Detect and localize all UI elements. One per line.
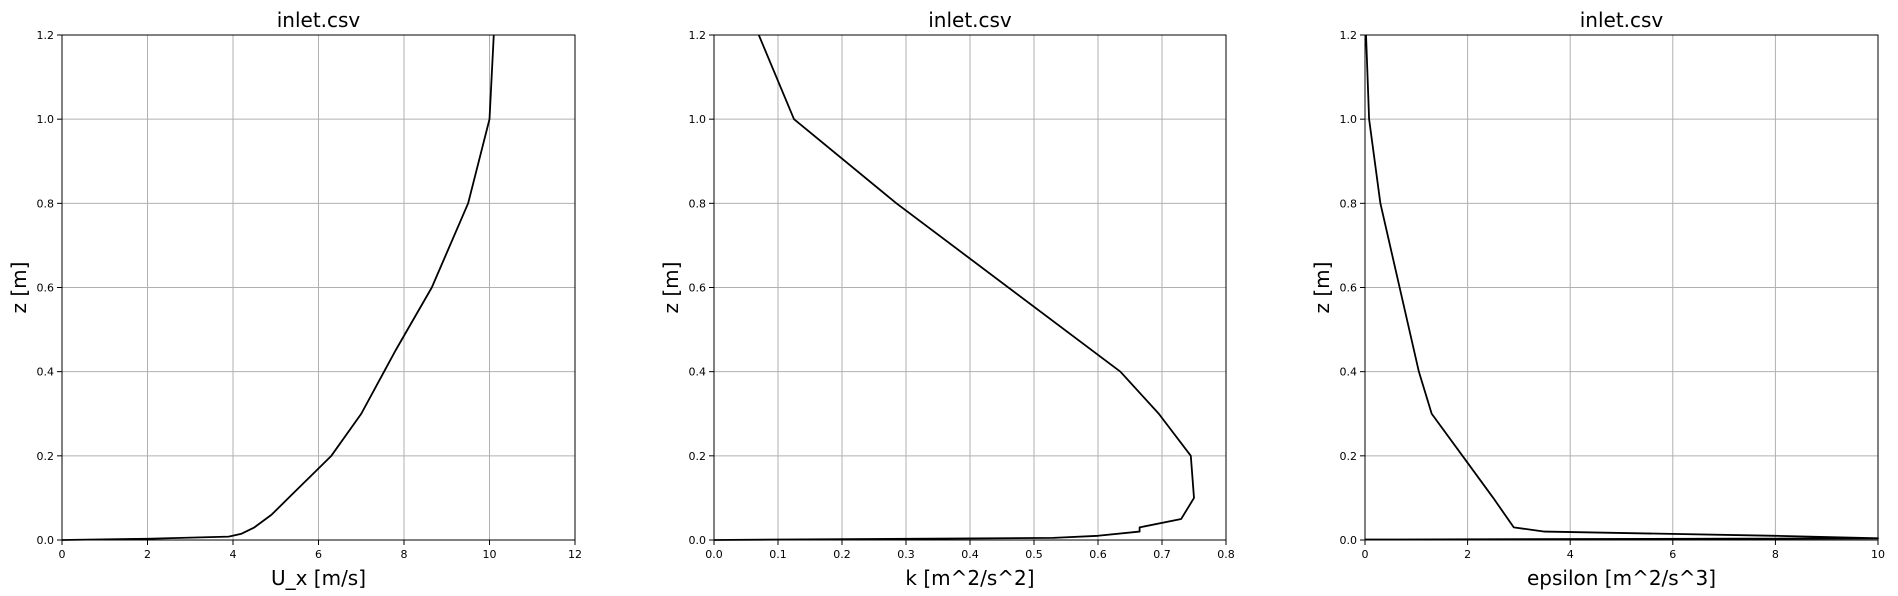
x-tick-label: 4 bbox=[230, 548, 237, 561]
y-tick-label: 1.0 bbox=[1340, 113, 1358, 126]
x-axis-label: k [m^2/s^2] bbox=[905, 566, 1034, 590]
x-tick-label: 0.2 bbox=[833, 548, 851, 561]
y-tick-label: 0.0 bbox=[1340, 534, 1358, 547]
y-tick-label: 1.2 bbox=[37, 29, 55, 42]
y-tick-label: 1.0 bbox=[37, 113, 55, 126]
y-tick-label: 0.2 bbox=[37, 450, 55, 463]
series-line-1 bbox=[713, 34, 1195, 541]
y-tick-label: 0.0 bbox=[37, 534, 55, 547]
x-tick-label: 2 bbox=[144, 548, 151, 561]
chart-panel-2: 0.0 0.1 0.2 0.3 0.4 0.5 0.6 0.7 0.8 0.0 0.2 0.4 0.6 0… bbox=[659, 8, 1235, 590]
x-tick-label: 6 bbox=[315, 548, 322, 561]
chart-panel-1: 0 2 4 6 8 10 12 0.0 0.2 0.4 0.6 0.8 1.0 1.2 inlet.csv U… bbox=[7, 8, 582, 590]
y-tick-label: 1.2 bbox=[1340, 29, 1358, 42]
x-tick-label: 8 bbox=[401, 548, 408, 561]
y-tick-label: 0.6 bbox=[1340, 282, 1358, 295]
x-tick-label: 0.3 bbox=[897, 548, 915, 561]
x-axis-label: U_x [m/s] bbox=[271, 566, 366, 590]
x-tick-label: 0.6 bbox=[1089, 548, 1107, 561]
x-tick-label: 10 bbox=[483, 548, 497, 561]
y-tick-label: 0.8 bbox=[1340, 197, 1358, 210]
plot-frame bbox=[61, 34, 576, 541]
y-tick-label: 0.0 bbox=[689, 534, 707, 547]
x-tick-label: 0 bbox=[59, 548, 66, 561]
x-tick-label: 10 bbox=[1871, 548, 1885, 561]
x-tick-label: 0.4 bbox=[961, 548, 979, 561]
y-axis-label: z [m] bbox=[659, 262, 683, 314]
y-tick-label: 0.4 bbox=[1340, 366, 1358, 379]
y-tick-label: 0.8 bbox=[689, 197, 707, 210]
x-tick-label: 0.8 bbox=[1217, 548, 1235, 561]
x-axis-label: epsilon [m^2/s^3] bbox=[1527, 566, 1716, 590]
y-tick-label: 0.6 bbox=[37, 282, 55, 295]
plot-frame bbox=[1364, 34, 1879, 541]
y-tick-label: 1.2 bbox=[689, 29, 707, 42]
y-tick-label: 0.6 bbox=[689, 282, 707, 295]
y-tick-label: 0.8 bbox=[37, 197, 55, 210]
x-tick-label: 4 bbox=[1567, 548, 1574, 561]
plot-frame bbox=[713, 34, 1227, 541]
x-tick-label: 0.7 bbox=[1153, 548, 1171, 561]
chart-panel-3: 0 2 4 6 8 10 0.0 0.2 0.4 0.6 0.8 1.0 1.2 inlet.csv eps… bbox=[1310, 8, 1885, 590]
y-tick-label: 0.4 bbox=[689, 366, 707, 379]
y-axis-label: z [m] bbox=[1310, 262, 1334, 314]
x-tick-label: 2 bbox=[1464, 548, 1471, 561]
y-tick-label: 0.4 bbox=[37, 366, 55, 379]
y-tick-label: 0.2 bbox=[1340, 450, 1358, 463]
x-tick-label: 0.0 bbox=[705, 548, 723, 561]
x-tick-label: 12 bbox=[568, 548, 582, 561]
x-tick-label: 0 bbox=[1362, 548, 1369, 561]
x-tick-label: 6 bbox=[1669, 548, 1676, 561]
y-axis-label: z [m] bbox=[7, 262, 31, 314]
y-tick-label: 0.2 bbox=[689, 450, 707, 463]
y-tick-label: 1.0 bbox=[689, 113, 707, 126]
chart-title: inlet.csv bbox=[277, 8, 361, 32]
chart-title: inlet.csv bbox=[1580, 8, 1664, 32]
x-tick-label: 8 bbox=[1772, 548, 1779, 561]
series-line-1 bbox=[1364, 34, 1879, 541]
x-tick-label: 0.1 bbox=[769, 548, 787, 561]
series-line-1 bbox=[61, 34, 495, 541]
x-tick-label: 0.5 bbox=[1025, 548, 1043, 561]
chart-title: inlet.csv bbox=[928, 8, 1012, 32]
